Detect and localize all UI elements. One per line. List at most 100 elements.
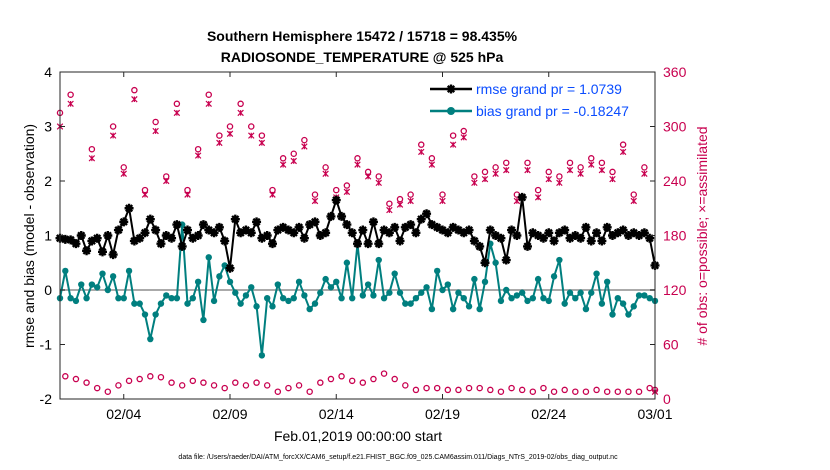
obs-possible-point <box>534 186 542 194</box>
obs-possible-point <box>263 382 271 389</box>
y-tick-label: 1 <box>44 228 52 244</box>
rmse-point <box>145 214 155 224</box>
rmse-point <box>241 225 251 235</box>
legend-box <box>425 77 650 123</box>
bias-point <box>163 292 170 299</box>
bias-point <box>492 259 499 266</box>
obs-possible-point <box>131 86 138 94</box>
bias-point <box>412 294 420 302</box>
obs-assimilated-point <box>630 197 637 205</box>
bias-point <box>99 270 106 277</box>
rmse-point <box>326 211 336 221</box>
obs-possible-point <box>588 155 595 162</box>
rmse-point <box>230 214 240 224</box>
rmse-point <box>448 222 458 232</box>
x-tick-label: 02/04 <box>106 406 141 422</box>
bias-point <box>274 281 282 288</box>
rmse-point <box>618 225 628 235</box>
bias-point <box>529 294 537 302</box>
obs-assimilated-point <box>503 166 510 174</box>
bias-point <box>630 303 637 310</box>
bias-point <box>471 275 478 283</box>
obs-possible-point <box>582 388 590 395</box>
obs-assimilated-point <box>258 139 266 147</box>
obs-possible-point <box>625 388 632 395</box>
obs-possible-point <box>556 173 563 180</box>
rmse-point <box>161 231 171 240</box>
obs-possible-point <box>109 123 117 130</box>
obs-assimilated-point <box>290 157 297 165</box>
rmse-point <box>560 225 570 235</box>
bias-point <box>301 292 308 299</box>
obs-possible-point <box>449 132 457 139</box>
obs-assimilated-point <box>396 201 404 208</box>
bias-point <box>343 259 351 266</box>
x-tick-label: 03/01 <box>637 406 672 422</box>
bias-series <box>56 221 659 359</box>
obs-assimilated-point <box>534 194 542 201</box>
rmse-point <box>469 236 479 246</box>
rmse-point <box>60 234 70 244</box>
rmse-point <box>645 233 655 243</box>
rmse-point <box>358 225 368 235</box>
rmse-point <box>156 239 166 249</box>
obs-possible-point <box>258 132 266 139</box>
bias-point <box>646 294 653 302</box>
y2-tick-label: 360 <box>663 64 687 80</box>
obs-possible-point <box>247 123 255 130</box>
bias-point <box>258 352 266 359</box>
legend-rmse-star <box>446 84 456 94</box>
bias-point <box>67 294 74 302</box>
bias-point <box>428 305 436 313</box>
obs-assimilated-point <box>556 179 563 187</box>
obs-possible-point <box>433 384 441 392</box>
obs-possible-point <box>210 382 218 389</box>
bias-point <box>619 300 627 307</box>
legend-rmse-marker <box>446 84 456 94</box>
rmse-point <box>374 239 384 249</box>
x-tick-label: 02/19 <box>425 406 460 422</box>
obs-assimilated-point <box>152 127 159 135</box>
bias-point <box>253 303 260 310</box>
y-tick-label: 3 <box>44 119 52 135</box>
rmse-point <box>432 222 442 232</box>
rmse-point <box>193 231 203 240</box>
rmse-point <box>103 231 113 240</box>
rmse-point <box>438 225 447 235</box>
bias-point <box>136 300 143 307</box>
obs-possible-point <box>619 141 627 148</box>
obs-assimilated-point <box>407 197 414 205</box>
bias-point <box>115 294 122 302</box>
rmse-point <box>113 225 123 235</box>
obs-possible-point <box>359 379 367 386</box>
y-tick-label: -1 <box>40 337 53 353</box>
rmse-point <box>225 263 235 273</box>
obs-possible-point <box>157 373 165 381</box>
bias-point <box>295 278 303 286</box>
obs-possible-point <box>67 91 74 98</box>
bias-point <box>497 297 505 305</box>
obs-possible-point <box>402 382 409 389</box>
bias-point <box>152 311 159 318</box>
bias-point <box>534 275 542 283</box>
rmse-point <box>252 217 262 227</box>
obs-possible-point <box>322 164 329 171</box>
rmse-point <box>140 228 150 238</box>
obs-possible-point <box>226 123 234 130</box>
rmse-point <box>337 211 347 221</box>
rmse-point <box>305 220 315 230</box>
obs-possible-point <box>412 386 420 394</box>
bias-point <box>513 292 521 299</box>
obs-possible-point <box>72 375 80 383</box>
rmse-point <box>597 236 607 246</box>
obs-assimilated-point <box>364 173 372 180</box>
bias-point <box>189 294 197 302</box>
obs-possible-point <box>216 132 223 139</box>
obs-assimilated-point <box>141 191 149 198</box>
obs-possible-point <box>343 182 351 189</box>
rmse-point <box>501 255 511 265</box>
obs-assimilated-point <box>322 170 329 177</box>
rmse-point <box>214 222 224 232</box>
x-tick-label: 02/09 <box>212 406 247 422</box>
rmse-point <box>209 228 219 238</box>
